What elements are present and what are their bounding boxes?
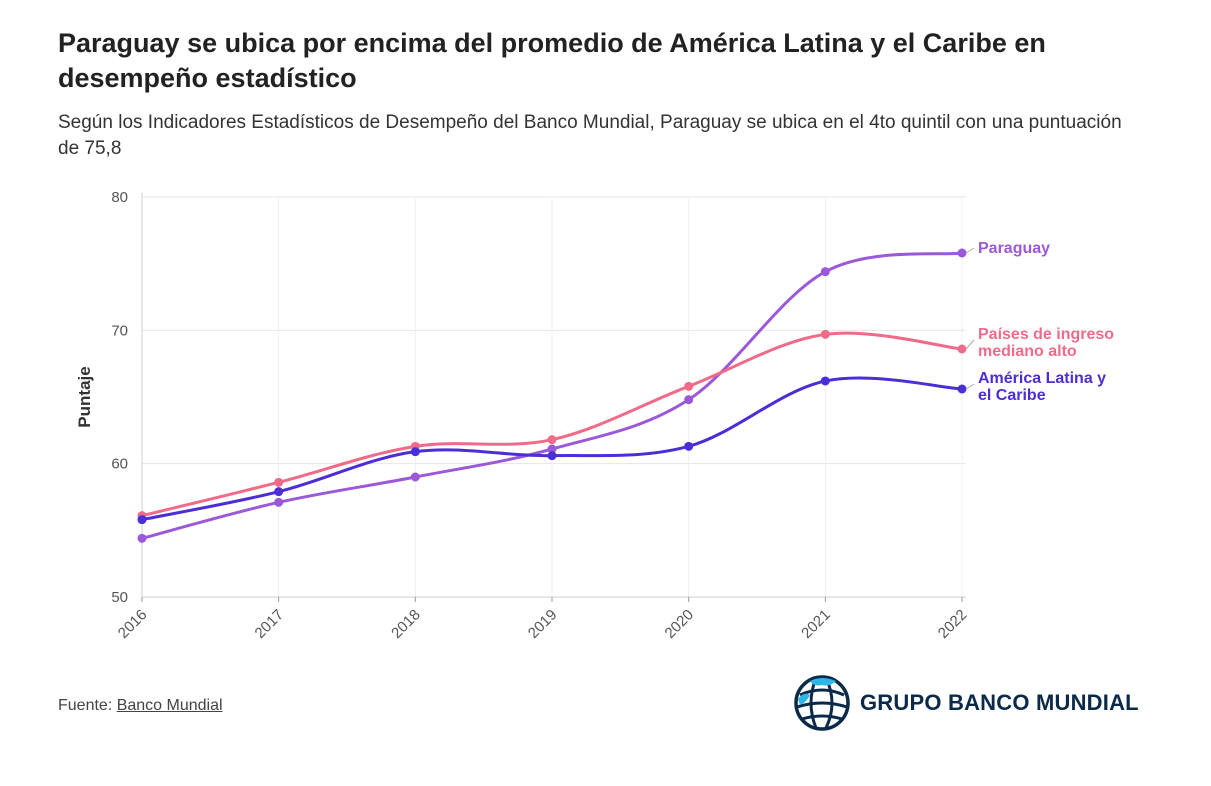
data-point — [410, 447, 420, 457]
data-point — [137, 533, 147, 543]
y-axis-title: Puntaje — [75, 366, 94, 427]
x-tick-label: 2019 — [525, 606, 561, 642]
source-link[interactable]: Banco Mundial — [116, 697, 223, 714]
data-point — [410, 472, 420, 482]
world-bank-logo: GRUPO BANCO MUNDIAL — [792, 672, 1139, 734]
data-point — [957, 384, 967, 394]
data-point — [547, 451, 557, 461]
data-point — [820, 267, 830, 277]
data-point — [274, 477, 284, 487]
series-label: Países de ingreso — [978, 326, 1114, 343]
data-point — [547, 444, 557, 454]
globe-icon — [794, 675, 850, 731]
label-connector — [965, 383, 975, 390]
data-point — [547, 435, 557, 445]
data-point — [957, 248, 967, 258]
y-tick-label: 60 — [111, 456, 128, 473]
data-point — [274, 487, 284, 497]
label-connector — [965, 339, 975, 350]
data-point — [957, 344, 967, 354]
x-tick-label: 2017 — [252, 606, 288, 642]
x-tick-label: 2018 — [388, 606, 424, 642]
x-tick-label: 2016 — [115, 606, 151, 642]
series-label: Paraguay — [978, 240, 1050, 257]
data-point — [684, 441, 694, 451]
data-point — [684, 395, 694, 405]
series-label: el Caribe — [978, 387, 1046, 404]
data-point — [820, 329, 830, 339]
series-label: mediano alto — [978, 343, 1077, 360]
y-tick-label: 70 — [111, 322, 128, 339]
x-tick-label: 2020 — [662, 606, 698, 642]
data-point — [137, 515, 147, 525]
label-connector — [965, 247, 975, 254]
data-point — [820, 376, 830, 386]
source-prefix: Fuente: — [58, 697, 117, 714]
x-tick-label: 2022 — [935, 606, 971, 642]
y-tick-label: 50 — [111, 589, 128, 606]
y-tick-label: 80 — [111, 189, 128, 206]
chart-subtitle: Según los Indicadores Estadísticos de De… — [58, 112, 1122, 159]
source-note: Fuente: Banco Mundial — [58, 697, 223, 715]
series-label: América Latina y — [978, 370, 1106, 387]
data-point — [274, 497, 284, 507]
chart-title: Paraguay se ubica por encima del promedi… — [58, 28, 1046, 93]
logo-text: GRUPO BANCO MUNDIAL — [860, 690, 1139, 715]
data-point — [684, 381, 694, 391]
x-tick-label: 2021 — [798, 606, 834, 642]
